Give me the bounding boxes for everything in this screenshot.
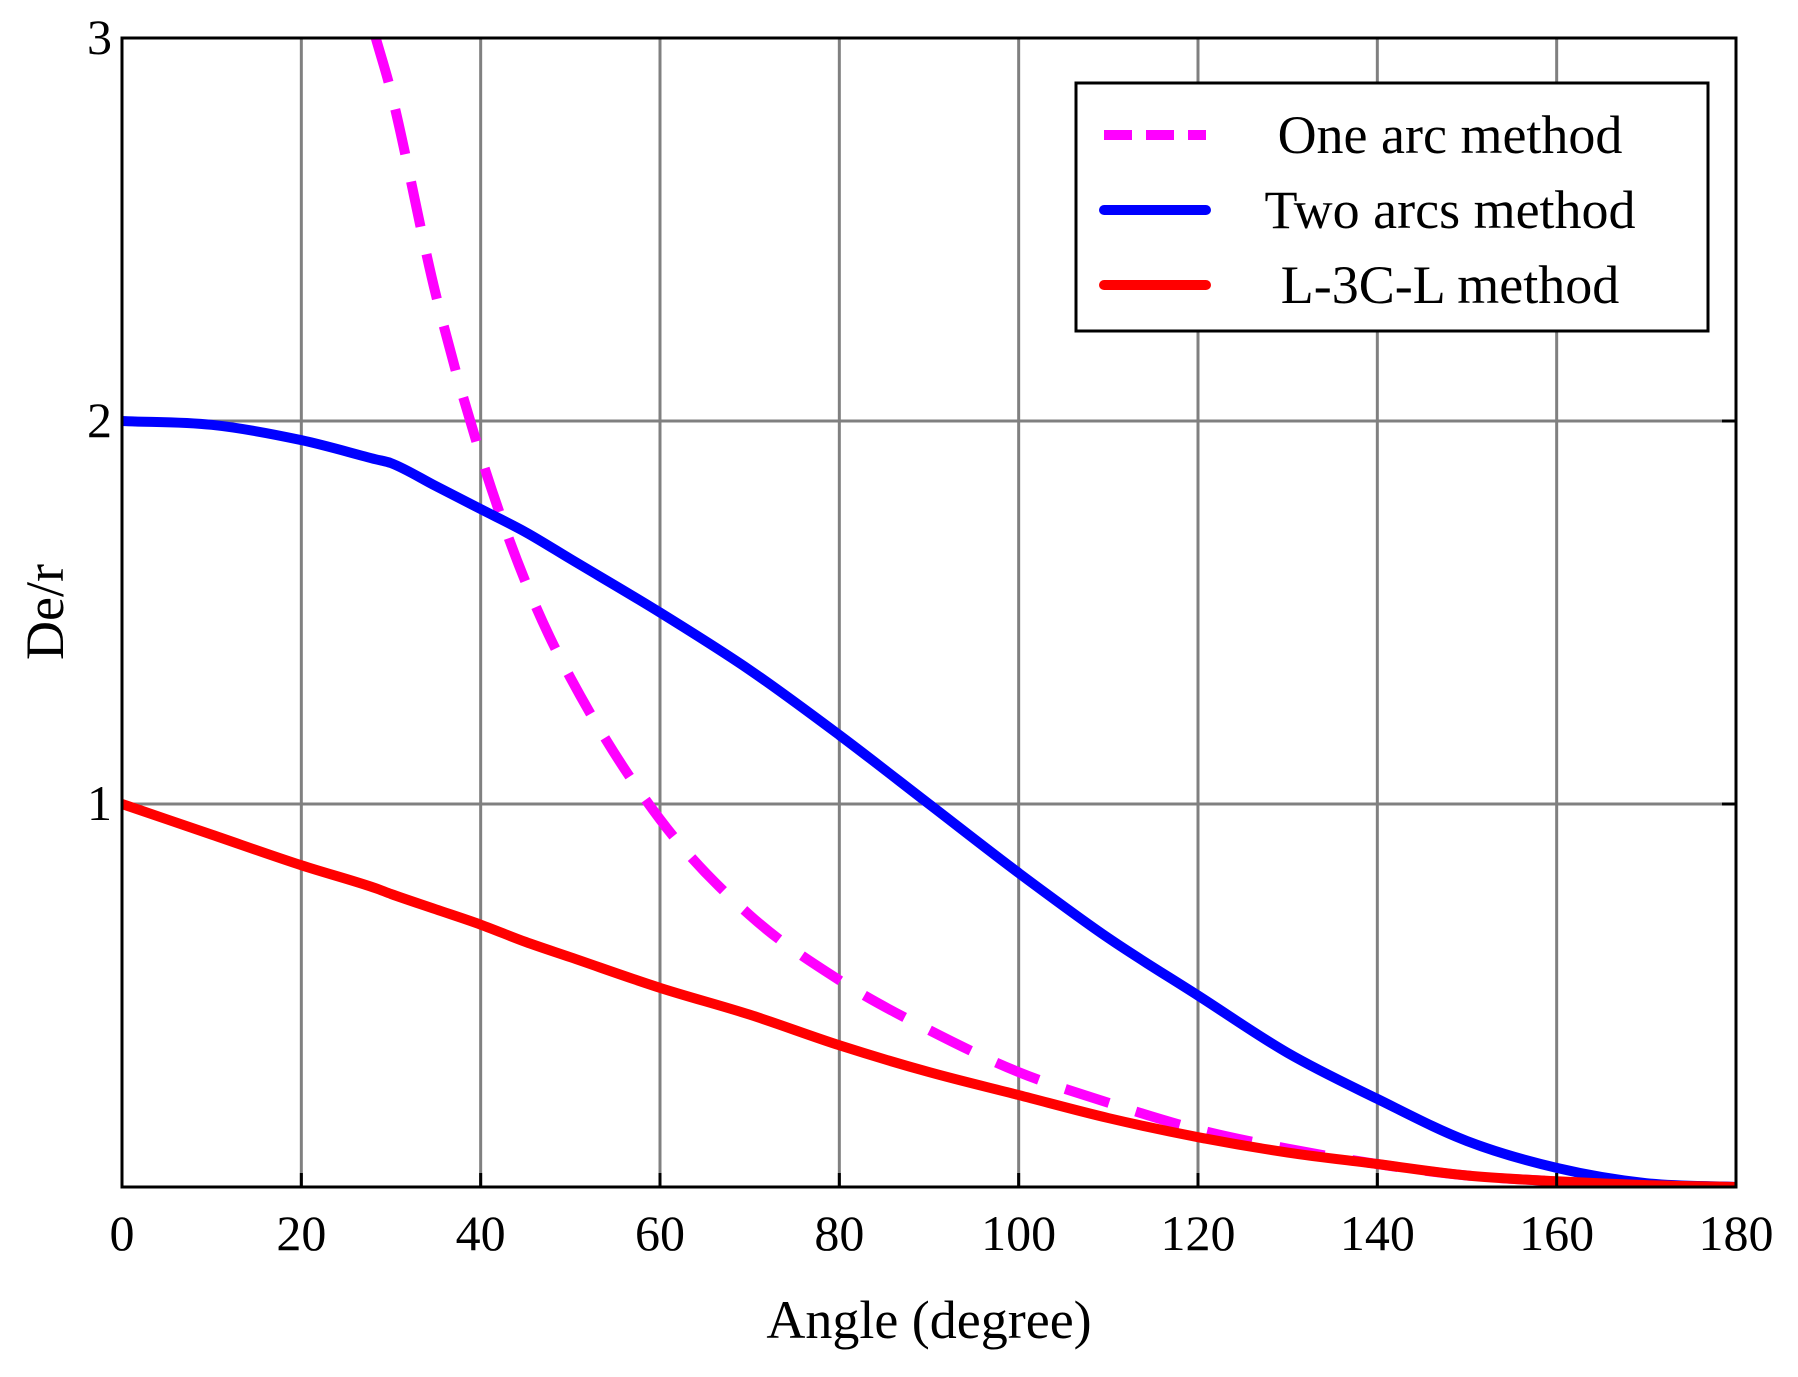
- y-tick-label: 2: [87, 392, 112, 448]
- x-tick-label: 20: [276, 1205, 326, 1261]
- legend-label-two-arcs-method: Two arcs method: [1264, 180, 1635, 240]
- legend: One arc method Two arcs method L-3C-L meth…: [1074, 81, 1710, 333]
- series-line-two-arcs-method: [122, 416, 1736, 1187]
- x-tick-label: 100: [981, 1205, 1056, 1261]
- legend-label-one-arc-method: One arc method: [1278, 105, 1623, 165]
- x-tick-labels: 0 20 40 60 80 100 120 140 160 180: [110, 1205, 1774, 1261]
- tick-marks: [299, 419, 1736, 1187]
- series-line-l-3c-l-method: [122, 799, 1736, 1187]
- x-tick-label: 60: [635, 1205, 685, 1261]
- x-axis-title: Angle (degree): [766, 1290, 1091, 1350]
- legend-label-l-3c-l-method: L-3C-L method: [1281, 255, 1619, 315]
- x-tick-label: 40: [456, 1205, 506, 1261]
- x-tick-label: 80: [814, 1205, 864, 1261]
- x-tick-label: 180: [1699, 1205, 1774, 1261]
- y-tick-labels: 1 2 3: [87, 9, 112, 831]
- series-layer: [122, 38, 1736, 1187]
- y-tick-label: 1: [87, 775, 112, 831]
- plot-area-border: [120, 36, 1738, 1189]
- x-tick-label: 140: [1340, 1205, 1415, 1261]
- y-axis-title: De/r: [15, 564, 75, 660]
- x-tick-label: 0: [110, 1205, 135, 1261]
- x-tick-label: 120: [1161, 1205, 1236, 1261]
- x-tick-label: 160: [1519, 1205, 1594, 1261]
- y-tick-label: 3: [87, 9, 112, 65]
